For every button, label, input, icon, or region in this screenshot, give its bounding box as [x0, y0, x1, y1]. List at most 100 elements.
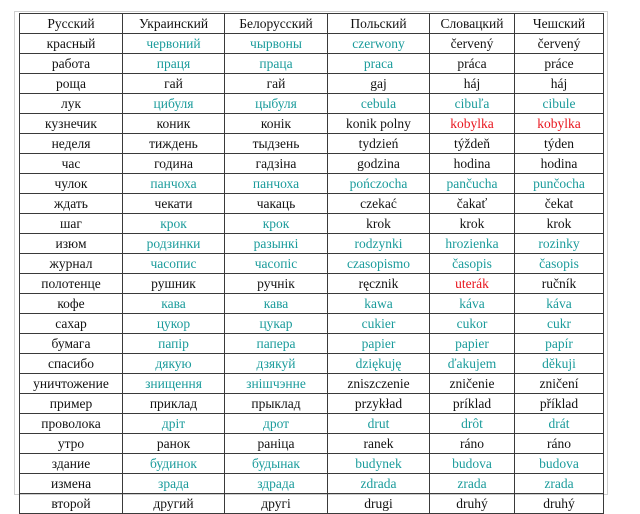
cell-polish: czerwony: [327, 33, 430, 54]
cell-czech: časopis: [514, 253, 604, 274]
header-ukrainian: Украинский: [122, 13, 225, 34]
cell-belarusian: чырвоны: [224, 33, 328, 54]
cell-polish: cebula: [327, 93, 430, 114]
table-body: красный червоний чырвоны czerwony červený čer…: [19, 33, 604, 514]
cell-belarusian: здрада: [224, 473, 328, 494]
cell-belarusian: гай: [224, 73, 328, 94]
cell-belarusian: гадзіна: [224, 153, 328, 174]
cell-ukrainian: знищення: [122, 373, 225, 394]
cell-slovak: červený: [429, 33, 515, 54]
cell-polish: budynek: [327, 453, 430, 474]
cell-russian: красный: [19, 33, 123, 54]
cell-slovak: cibuľa: [429, 93, 515, 114]
cell-ukrainian: панчоха: [122, 173, 225, 194]
cell-ukrainian: ранок: [122, 433, 225, 454]
cell-belarusian: другі: [224, 493, 328, 514]
cell-belarusian: дрот: [224, 413, 328, 434]
cell-czech: budova: [514, 453, 604, 474]
cell-polish: praca: [327, 53, 430, 74]
table-row: кузнечик коник конік konik polny kobylka koby…: [19, 113, 604, 134]
cell-ukrainian: крок: [122, 213, 225, 234]
cell-russian: уничтожение: [19, 373, 123, 394]
cell-ukrainian: другий: [122, 493, 225, 514]
cell-ukrainian: папір: [122, 333, 225, 354]
header-russian: Русский: [19, 13, 123, 34]
table-row: чулок панчоха панчоха pończocha pančucha punč…: [19, 173, 604, 194]
cell-slovak: práca: [429, 53, 515, 74]
cell-polish: zdrada: [327, 473, 430, 494]
cell-belarusian: дзякуй: [224, 353, 328, 374]
cell-czech: kobylka: [514, 113, 604, 134]
cell-russian: измена: [19, 473, 123, 494]
cell-slovak: ďakujem: [429, 353, 515, 374]
cell-russian: изюм: [19, 233, 123, 254]
cell-polish: konik polny: [327, 113, 430, 134]
cell-czech: týden: [514, 133, 604, 154]
cell-belarusian: цукар: [224, 313, 328, 334]
cell-polish: krok: [327, 213, 430, 234]
cell-polish: pończocha: [327, 173, 430, 194]
table-row: изюм родзинки разынкі rodzynki hrozienka rozi…: [19, 233, 604, 254]
cell-czech: papír: [514, 333, 604, 354]
cell-czech: ručník: [514, 273, 604, 294]
cell-russian: спасибо: [19, 353, 123, 374]
cell-ukrainian: часопис: [122, 253, 225, 274]
cell-belarusian: панчоха: [224, 173, 328, 194]
cell-belarusian: цыбуля: [224, 93, 328, 114]
cell-ukrainian: рушник: [122, 273, 225, 294]
cell-polish: cukier: [327, 313, 430, 334]
cell-russian: неделя: [19, 133, 123, 154]
cell-russian: шаг: [19, 213, 123, 234]
cell-ukrainian: будинок: [122, 453, 225, 474]
cell-czech: druhý: [514, 493, 604, 514]
cell-russian: бумага: [19, 333, 123, 354]
cell-czech: čekat: [514, 193, 604, 214]
cell-russian: кофе: [19, 293, 123, 314]
cell-russian: работа: [19, 53, 123, 74]
cell-polish: tydzień: [327, 133, 430, 154]
cell-russian: пример: [19, 393, 123, 414]
cell-slovak: časopis: [429, 253, 515, 274]
table-row: утро ранок раніца ranek ráno ráno: [19, 433, 604, 454]
cell-polish: zniszczenie: [327, 373, 430, 394]
table-row: здание будинок будынак budynek budova budova: [19, 453, 604, 474]
cell-polish: przykład: [327, 393, 430, 414]
table-row: ждать чекати чакаць czekać čakať čekat: [19, 193, 604, 214]
cell-slovak: čakať: [429, 193, 515, 214]
cell-ukrainian: дріт: [122, 413, 225, 434]
cell-russian: сахар: [19, 313, 123, 334]
table-row: проволока дріт дрот drut drôt drát: [19, 413, 604, 434]
header-czech: Чешский: [514, 13, 604, 34]
cell-polish: czekać: [327, 193, 430, 214]
cell-ukrainian: приклад: [122, 393, 225, 414]
table-row: измена зрада здрада zdrada zrada zrada: [19, 473, 604, 494]
table-row: лук цибуля цыбуля cebula cibuľa cibule: [19, 93, 604, 114]
cell-ukrainian: дякую: [122, 353, 225, 374]
cell-czech: zničení: [514, 373, 604, 394]
cell-russian: ждать: [19, 193, 123, 214]
header-belarusian: Белорусский: [224, 13, 328, 34]
table-row: час година гадзіна godzina hodina hodina: [19, 153, 604, 174]
cell-russian: полотенце: [19, 273, 123, 294]
cell-polish: papier: [327, 333, 430, 354]
cell-russian: кузнечик: [19, 113, 123, 134]
cell-russian: проволока: [19, 413, 123, 434]
cell-czech: káva: [514, 293, 604, 314]
cell-russian: роща: [19, 73, 123, 94]
cell-polish: kawa: [327, 293, 430, 314]
cell-belarusian: чакаць: [224, 193, 328, 214]
cell-slovak: cukor: [429, 313, 515, 334]
cell-belarusian: знішчэнне: [224, 373, 328, 394]
cell-slovak: zničenie: [429, 373, 515, 394]
cell-slovak: krok: [429, 213, 515, 234]
cell-ukrainian: година: [122, 153, 225, 174]
cell-belarusian: конік: [224, 113, 328, 134]
cell-russian: утро: [19, 433, 123, 454]
table-row: кофе кава кава kawa káva káva: [19, 293, 604, 314]
cell-slovak: hrozienka: [429, 233, 515, 254]
table-row: пример приклад прыклад przykład príklad příkl…: [19, 393, 604, 414]
cell-slovak: budova: [429, 453, 515, 474]
cell-slovak: káva: [429, 293, 515, 314]
cell-polish: czasopismo: [327, 253, 430, 274]
cell-slovak: drôt: [429, 413, 515, 434]
